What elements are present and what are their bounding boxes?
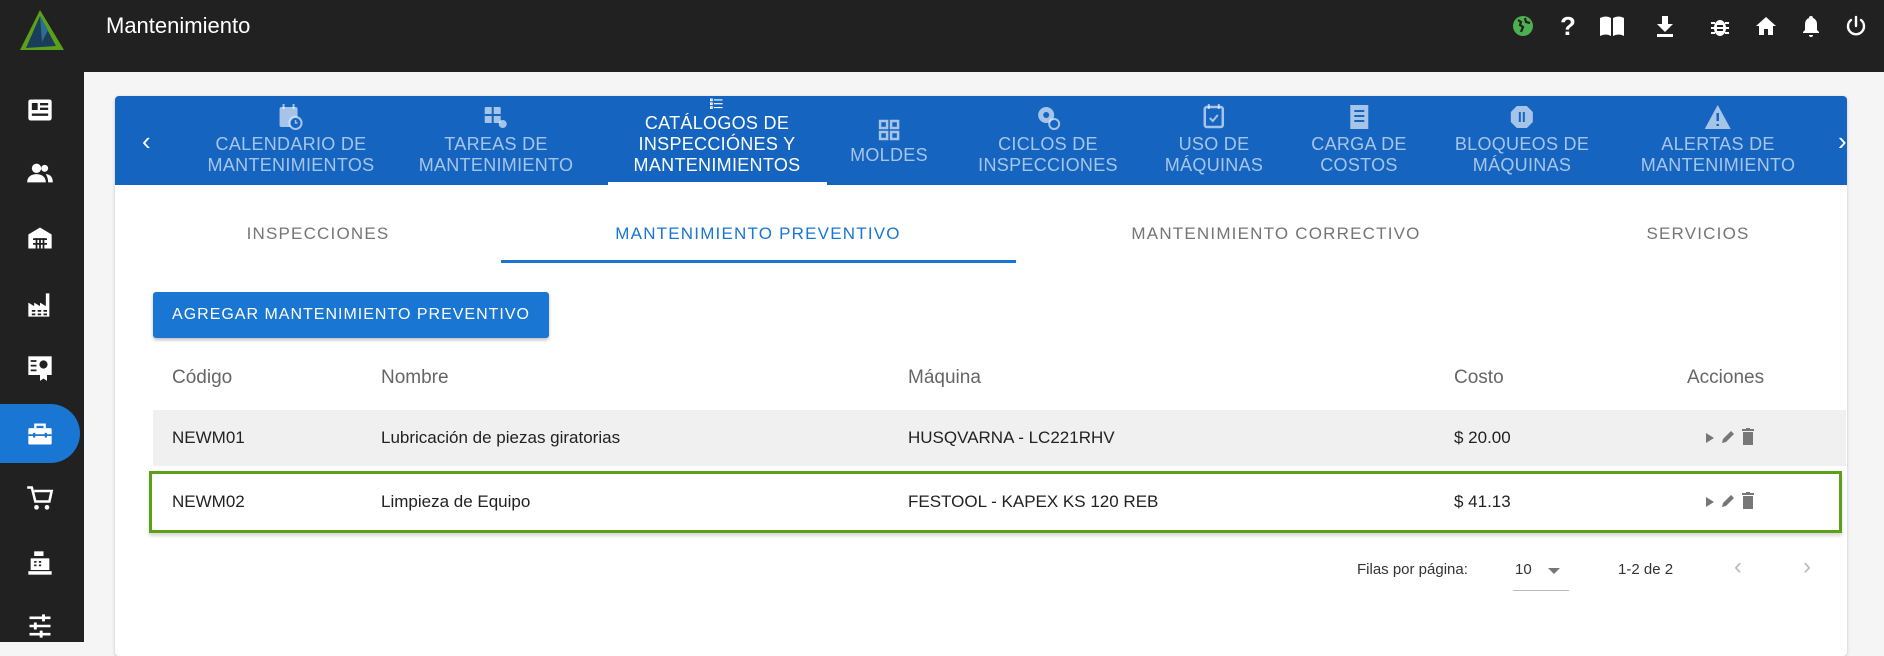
sidebar-item-sliders-icon[interactable] xyxy=(26,612,54,640)
rows-per-page-label: Filas por página: xyxy=(1357,561,1468,578)
tab-alertas[interactable]: ALERTAS DE MANTENIMIENTO xyxy=(1641,96,1796,185)
cell-nombre: Lubricación de piezas giratorias xyxy=(381,428,621,447)
top-bar: Mantenimiento ? xyxy=(0,0,1884,72)
tab-label: MANTENIMIENTOS xyxy=(207,155,375,175)
cell-maquina: FESTOOL - KAPEX KS 120 REB xyxy=(908,492,1159,511)
chevron-down-icon xyxy=(1548,568,1560,574)
tab-catalogos[interactable]: CATÁLOGOS DE INSPECCIÓNES Y MANTENIMIENT… xyxy=(634,96,801,185)
book-icon[interactable] xyxy=(1599,13,1625,39)
pause-octagon-icon xyxy=(1511,106,1533,128)
tab-moldes[interactable]: MOLDES xyxy=(850,96,928,185)
play-icon[interactable] xyxy=(1705,496,1715,508)
cell-costo: $ 41.13 xyxy=(1454,492,1511,511)
cell-codigo: NEWM02 xyxy=(172,492,245,511)
active-tab-indicator xyxy=(608,182,827,185)
tab-calendario[interactable]: CALENDARIO DE MANTENIMIENTOS xyxy=(208,96,375,185)
tab-tareas[interactable]: TAREAS DE MANTENIMIENTO xyxy=(419,96,574,185)
tab-label: BLOQUEOS DE xyxy=(1454,134,1590,154)
cell-maquina: HUSQVARNA - LC221RHV xyxy=(908,428,1115,447)
sidebar-item-toolbox-icon[interactable] xyxy=(26,420,54,448)
edit-icon[interactable] xyxy=(1720,493,1736,509)
tab-bloqueos[interactable]: BLOQUEOS DE MÁQUINAS xyxy=(1455,96,1589,185)
calendar-check-icon xyxy=(1203,104,1225,129)
power-icon[interactable] xyxy=(1843,13,1869,39)
warning-icon xyxy=(1704,105,1731,129)
tab-label: MANTENIMIENTOS xyxy=(633,155,801,175)
next-page-button[interactable]: › xyxy=(1803,553,1811,580)
main-tab-bar xyxy=(115,96,1847,185)
tab-label: MÁQUINAS xyxy=(1164,155,1264,175)
grid-icon xyxy=(878,119,900,141)
play-icon[interactable] xyxy=(1705,432,1715,444)
tab-label: INSPECCIONES xyxy=(978,155,1118,175)
tab-label: TAREAS DE xyxy=(444,134,548,154)
previous-page-button[interactable]: ‹ xyxy=(1734,553,1742,580)
tab-label: MANTENIMIENTO xyxy=(418,155,574,175)
sidebar-item-people-icon[interactable] xyxy=(26,159,54,187)
tabs-scroll-right-button[interactable]: › xyxy=(1838,126,1847,156)
list-icon xyxy=(710,98,723,109)
tab-label: INSPECCIÓNES Y xyxy=(638,134,796,154)
tab-label: CALENDARIO DE xyxy=(215,134,367,154)
delete-icon[interactable] xyxy=(1742,492,1754,509)
receipt-icon xyxy=(1350,105,1368,129)
tab-label: CICLOS DE xyxy=(998,134,1098,154)
sidebar-item-warehouse-icon[interactable] xyxy=(26,224,54,252)
tab-label: COSTOS xyxy=(1320,155,1398,175)
cell-codigo: NEWM01 xyxy=(172,428,245,447)
pagination-range: 1-2 de 2 xyxy=(1618,561,1674,578)
tab-uso[interactable]: USO DE MÁQUINAS xyxy=(1165,96,1263,185)
tab-label: MOLDES xyxy=(850,145,928,165)
sidebar-item-factory-icon[interactable] xyxy=(26,291,54,319)
subtab-mantenimiento-preventivo[interactable]: MANTENIMIENTO PREVENTIVO xyxy=(615,224,901,243)
cell-nombre: Limpieza de Equipo xyxy=(381,492,531,511)
table-row-highlighted[interactable]: NEWM02 Limpieza de Equipo FESTOOL - KAPE… xyxy=(149,471,1842,533)
tab-label: CARGA DE xyxy=(1311,134,1407,154)
edit-icon[interactable] xyxy=(1720,429,1736,445)
cell-costo: $ 20.00 xyxy=(1454,428,1511,447)
download-icon[interactable] xyxy=(1652,13,1678,39)
home-icon[interactable] xyxy=(1753,13,1779,39)
column-header-acciones: Acciones xyxy=(1687,367,1765,388)
column-header-nombre[interactable]: Nombre xyxy=(381,367,449,388)
sidebar xyxy=(0,72,84,642)
rows-per-page-select[interactable]: 10 xyxy=(1513,555,1569,591)
help-icon[interactable]: ? xyxy=(1560,10,1576,41)
active-subtab-indicator xyxy=(501,260,1016,263)
add-preventive-maintenance-button[interactable]: AGREGAR MANTENIMIENTO PREVENTIVO xyxy=(153,292,549,338)
gear-sync-icon xyxy=(1037,107,1060,130)
globe-icon[interactable] xyxy=(1510,13,1536,39)
tab-label: MANTENIMIENTO xyxy=(1640,155,1796,175)
tab-carga[interactable]: CARGA DE COSTOS xyxy=(1311,96,1406,185)
app-logo[interactable] xyxy=(18,8,66,52)
delete-icon[interactable] xyxy=(1742,428,1754,445)
tab-label: ALERTAS DE xyxy=(1661,134,1775,154)
column-header-costo[interactable]: Costo xyxy=(1454,367,1504,388)
table-row[interactable]: NEWM01 Lubricación de piezas giratorias … xyxy=(153,410,1846,466)
tabs-scroll-left-button[interactable]: ‹ xyxy=(142,126,151,156)
tab-label: USO DE xyxy=(1178,134,1250,154)
column-header-codigo[interactable]: Código xyxy=(172,367,233,388)
calendar-clock-icon xyxy=(279,104,303,130)
column-header-maquina[interactable]: Máquina xyxy=(908,367,981,388)
sidebar-item-certificate-icon[interactable] xyxy=(26,354,54,382)
bug-icon[interactable] xyxy=(1707,13,1733,39)
sidebar-item-cart-icon[interactable] xyxy=(26,484,54,512)
subtab-servicios[interactable]: SERVICIOS xyxy=(1646,224,1750,243)
tab-label: MÁQUINAS xyxy=(1472,155,1572,175)
tab-ciclos[interactable]: CICLOS DE INSPECCIONES xyxy=(978,96,1118,185)
app-title: Mantenimiento xyxy=(106,13,251,38)
sidebar-item-cash-register-icon[interactable] xyxy=(26,549,54,577)
table-gear-icon xyxy=(484,107,507,128)
bell-icon[interactable] xyxy=(1798,13,1824,39)
rows-per-page-value: 10 xyxy=(1515,561,1532,578)
tab-label: CATÁLOGOS DE xyxy=(644,113,790,133)
subtab-inspecciones[interactable]: INSPECCIONES xyxy=(246,224,390,243)
subtab-mantenimiento-correctivo[interactable]: MANTENIMIENTO CORRECTIVO xyxy=(1131,224,1421,243)
sidebar-item-newspaper-icon[interactable] xyxy=(26,96,54,124)
content-card xyxy=(115,96,1847,656)
